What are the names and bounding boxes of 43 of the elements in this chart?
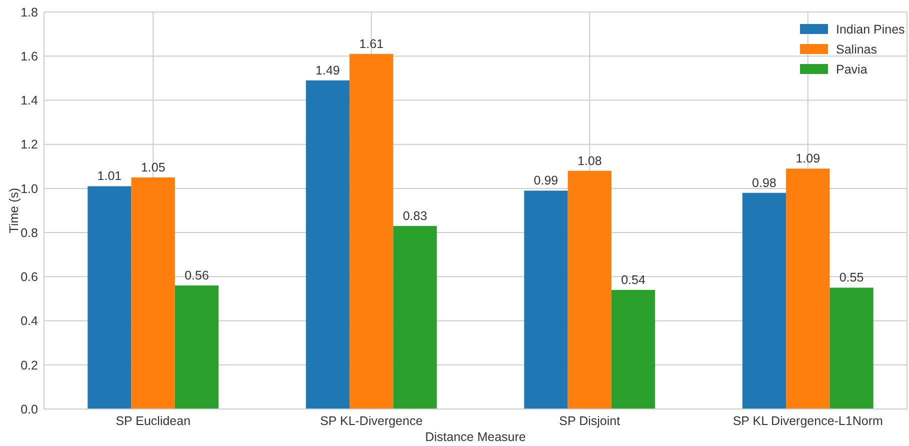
bar [131, 177, 175, 409]
data-label: 1.05 [140, 160, 166, 174]
data-label: 0.54 [621, 272, 646, 287]
data-label: 1.61 [359, 36, 384, 51]
bar [524, 190, 568, 409]
bar [611, 290, 656, 409]
y-tick-label: 0.2 [20, 358, 38, 372]
bar [830, 288, 874, 409]
data-label: 1.01 [97, 169, 122, 184]
data-label: 1.49 [316, 63, 340, 78]
x-tick-label: SP Euclidean [116, 414, 191, 428]
data-label: 0.56 [184, 268, 209, 282]
bar [786, 168, 830, 409]
legend-label: Pavia [836, 62, 868, 76]
y-tick-label: 0.6 [20, 270, 38, 284]
data-label: 1.09 [796, 152, 820, 166]
data-label: 1.08 [577, 154, 602, 168]
x-tick-label: SP KL-Divergence [320, 414, 423, 428]
y-tick-label: 1.0 [20, 182, 38, 196]
x-axis-title: Distance Measure [425, 430, 526, 444]
y-tick-label: 1.6 [20, 49, 38, 64]
y-tick-label: 1.2 [20, 138, 38, 152]
legend-label: Salinas [836, 42, 877, 56]
y-tick-label: 1.4 [20, 94, 38, 108]
bar [568, 170, 612, 409]
y-tick-label: 1.8 [20, 5, 38, 20]
data-label: 0.98 [752, 176, 776, 190]
bar [742, 192, 786, 409]
bar [393, 226, 437, 409]
y-tick-label: 0.4 [20, 314, 38, 328]
x-tick-label: SP KL Divergence-L1Norm [732, 414, 883, 428]
y-tick-label: 0.0 [20, 402, 38, 416]
data-label: 0.83 [402, 208, 428, 223]
data-label: 0.55 [839, 270, 864, 285]
bar [174, 285, 219, 409]
data-label: 0.99 [534, 174, 558, 188]
legend-label: Indian Pines [836, 22, 905, 36]
y-tick-label: 0.8 [20, 226, 38, 240]
y-axis-title: Time (s) [7, 188, 21, 234]
bar [350, 54, 394, 409]
x-tick-label: SP Disjoint [559, 414, 621, 428]
bar [306, 80, 350, 409]
bar [88, 186, 132, 409]
